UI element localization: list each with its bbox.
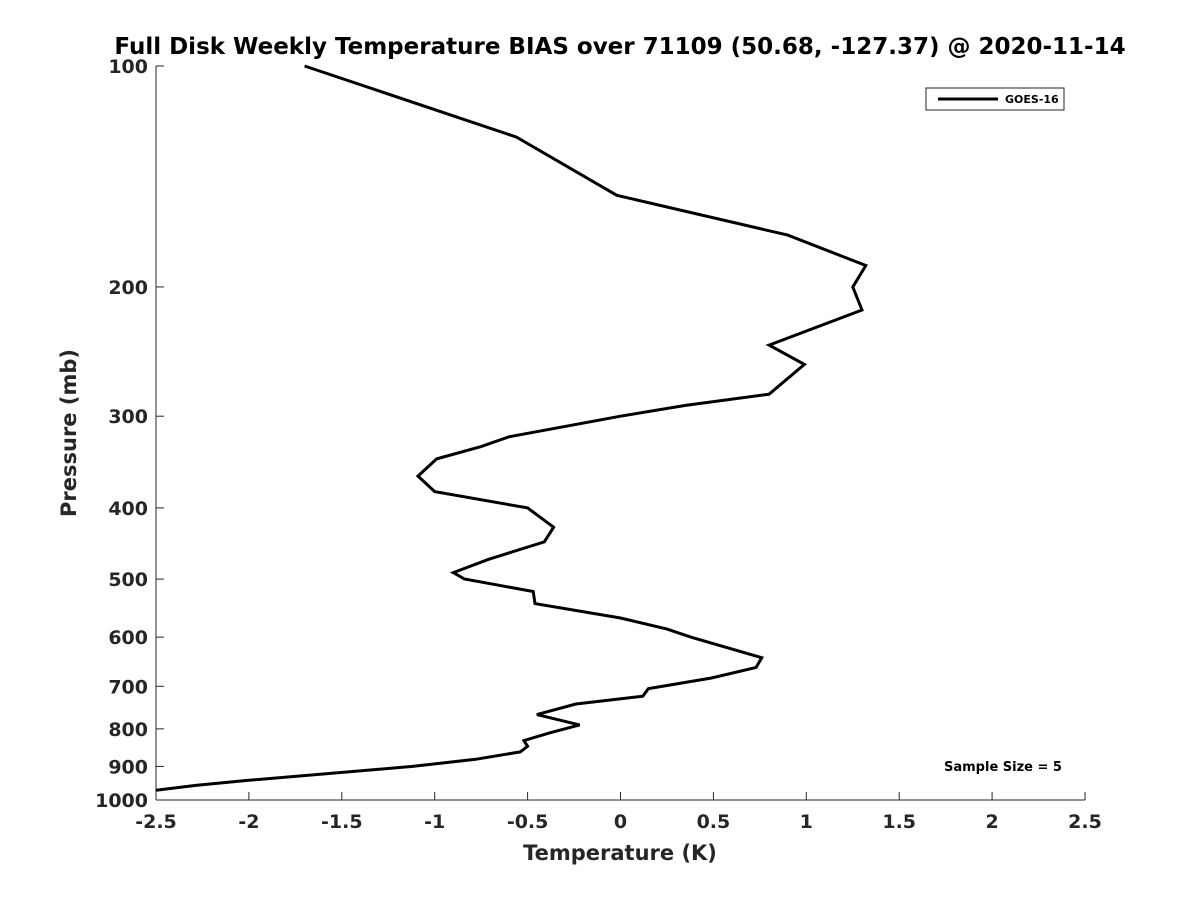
x-axis-label: Temperature (K) [523, 841, 717, 865]
x-tick-label: -1.5 [321, 811, 363, 833]
y-tick-label: 500 [108, 569, 148, 591]
y-tick-label: 800 [108, 719, 148, 741]
x-tick-label: 2.5 [1068, 811, 1102, 833]
chart-title: Full Disk Weekly Temperature BIAS over 7… [114, 34, 1125, 60]
y-tick-label: 400 [108, 498, 148, 520]
series-line-goes-16 [155, 64, 869, 792]
x-ticks: -2.5 -2 -1.5 -1 -0.5 0 0.5 1 1.5 2 2.5 [135, 792, 1102, 833]
series-layer [155, 64, 869, 792]
y-ticks: 100 200 300 400 500 600 700 800 900 1000 [95, 56, 164, 812]
y-tick-label: 1000 [95, 790, 148, 812]
legend-label-goes-16: GOES-16 [1005, 93, 1059, 106]
x-tick-label: 0 [614, 811, 627, 833]
y-tick-label: 200 [108, 277, 148, 299]
y-tick-label: 100 [108, 56, 148, 78]
x-tick-label: -2.5 [135, 811, 177, 833]
y-axis-label: Pressure (mb) [57, 349, 81, 517]
x-tick-label: 1.5 [882, 811, 916, 833]
y-tick-label: 900 [108, 756, 148, 778]
x-tick-label: -1 [424, 811, 445, 833]
y-tick-label: 300 [108, 406, 148, 428]
x-tick-label: -2 [238, 811, 259, 833]
x-tick-label: 2 [985, 811, 998, 833]
y-tick-label: 700 [108, 676, 148, 698]
legend: GOES-16 [925, 87, 1065, 111]
y-tick-label: 600 [108, 627, 148, 649]
x-tick-label: -0.5 [507, 811, 549, 833]
sample-size-annotation: Sample Size = 5 [944, 760, 1062, 775]
x-tick-label: 0.5 [697, 811, 731, 833]
x-tick-label: 1 [800, 811, 813, 833]
